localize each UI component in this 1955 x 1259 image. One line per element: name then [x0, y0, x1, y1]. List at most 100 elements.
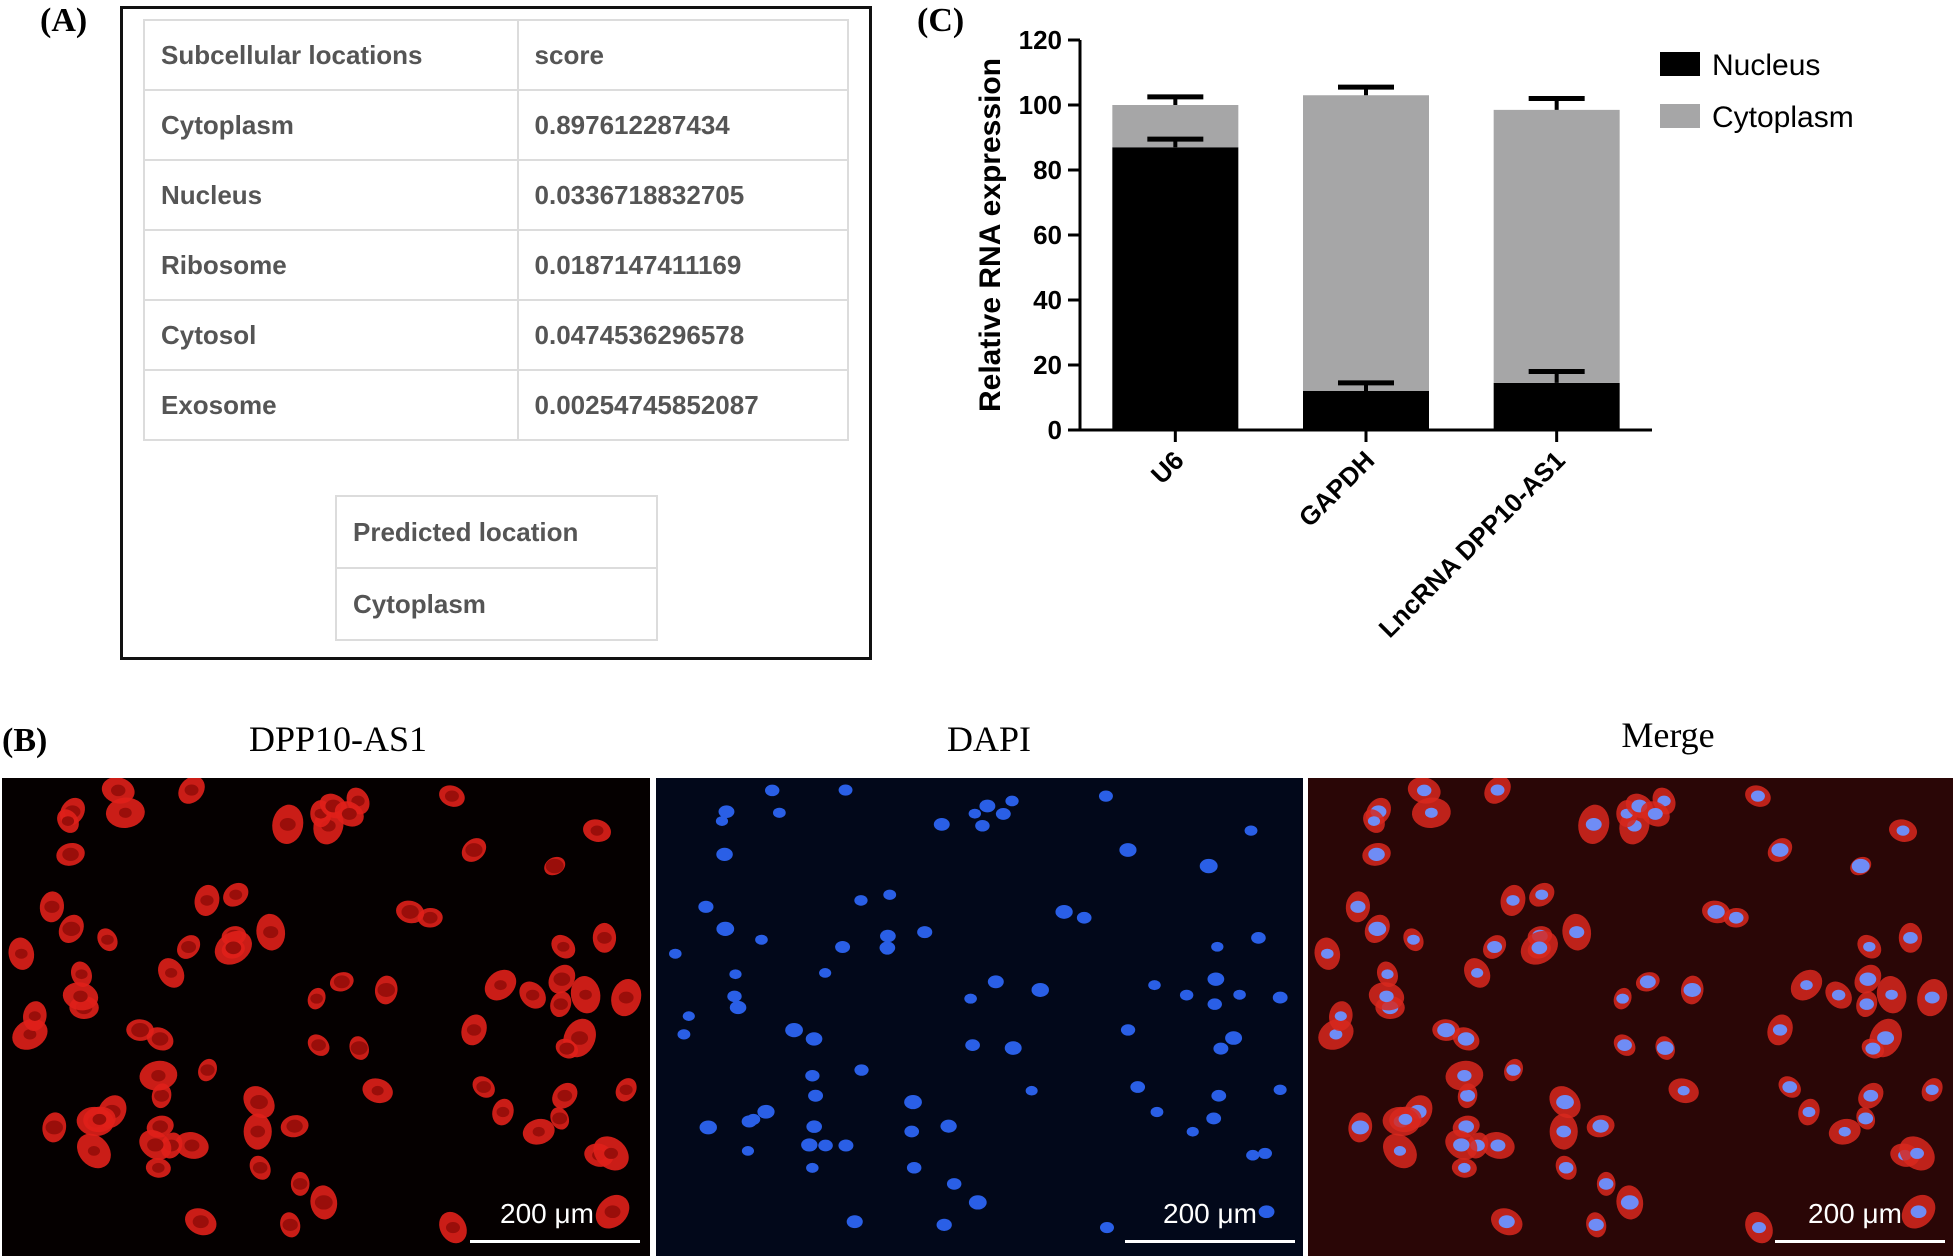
- chart-legend: Nucleus Cytoplasm: [1660, 49, 1854, 134]
- score-cell: 0.0187147411169: [516, 229, 850, 301]
- red-cell-nucleus: [147, 1138, 164, 1152]
- red-cell-nucleus: [466, 1024, 482, 1036]
- blue-nucleus: [1207, 998, 1222, 1010]
- red-cell-nucleus: [75, 969, 88, 980]
- merge-nucleus: [1506, 895, 1520, 906]
- y-tick-label: 20: [1033, 350, 1062, 380]
- blue-nucleus: [1186, 1126, 1199, 1137]
- blue-nucleus: [718, 805, 735, 819]
- blue-nucleus: [1246, 1149, 1260, 1161]
- merge-nucleus: [1379, 990, 1394, 1003]
- score-cell: 0.00254745852087: [516, 369, 850, 441]
- red-cell-nucleus: [192, 1215, 209, 1229]
- red-cell-nucleus: [604, 1147, 618, 1159]
- red-cell-nucleus: [590, 825, 604, 836]
- blue-nucleus: [698, 900, 714, 913]
- red-cell-nucleus: [557, 1089, 573, 1102]
- blue-nucleus: [1207, 972, 1225, 986]
- blue-nucleus: [1213, 1042, 1229, 1055]
- red-cell-nucleus: [496, 1106, 510, 1118]
- merge-nucleus: [1458, 1120, 1474, 1133]
- blue-nucleus: [987, 975, 1004, 989]
- merge-nucleus: [1453, 1138, 1470, 1152]
- merge-nucleus: [1457, 1070, 1472, 1082]
- table-row: Exosome 0.00254745852087: [143, 369, 850, 441]
- red-cell-nucleus: [377, 983, 395, 997]
- blue-nucleus: [801, 1138, 818, 1152]
- red-cell-nucleus: [250, 1125, 266, 1138]
- red-cell-nucleus: [225, 941, 242, 955]
- location-cell: Ribosome: [143, 229, 519, 301]
- blue-nucleus: [1099, 1221, 1114, 1234]
- chart-error-bars: [1147, 84, 1585, 391]
- merge-nucleus: [1782, 1081, 1798, 1093]
- red-cell-nucleus: [45, 1120, 63, 1135]
- blue-nucleus: [806, 1162, 819, 1173]
- blue-nucleus: [975, 819, 990, 832]
- score-table-body: Subcellular locations score Cytoplasm 0.…: [143, 19, 850, 441]
- scale-bar-2: [1125, 1240, 1295, 1243]
- scale-bar-1: [470, 1240, 640, 1243]
- blue-nucleus: [806, 1120, 822, 1133]
- blue-nucleus: [1244, 825, 1258, 836]
- prediction-value: Cytoplasm: [335, 567, 658, 641]
- blue-nucleus: [1206, 1112, 1222, 1125]
- merge-nucleus: [1368, 847, 1385, 861]
- legend-label-nucleus: Nucleus: [1712, 49, 1820, 82]
- blue-nucleus: [785, 1022, 803, 1038]
- red-cell-nucleus: [151, 1032, 169, 1046]
- red-cell-nucleus: [154, 1089, 170, 1102]
- red-cell-nucleus: [62, 921, 81, 936]
- panel-a-label: (A): [40, 2, 88, 39]
- merge-nucleus: [1925, 1084, 1939, 1095]
- red-cell-nucleus: [152, 1162, 165, 1173]
- red-cell-nucleus: [263, 926, 279, 939]
- merge-nucleus: [1896, 825, 1910, 836]
- red-cell-nucleus: [465, 843, 483, 857]
- merge-nucleus: [1558, 1161, 1574, 1174]
- merge-fluorescence-image: [1308, 778, 1953, 1256]
- red-cell-nucleus: [604, 1205, 621, 1219]
- red-cell-nucleus: [525, 989, 540, 1001]
- merge-nucleus: [1903, 931, 1918, 944]
- merge-nucleus: [1800, 980, 1813, 991]
- red-cell-nucleus: [494, 980, 507, 991]
- red-cell-nucleus: [282, 1218, 298, 1231]
- blue-nucleus: [699, 1120, 717, 1135]
- merge-nucleus: [1490, 1139, 1506, 1152]
- red-cell-nucleus: [314, 1195, 333, 1210]
- score-cell: 0.0336718832705: [516, 159, 850, 231]
- blue-nucleus: [846, 1215, 863, 1229]
- red-cell-nucleus: [229, 889, 243, 900]
- blue-nucleus: [1004, 1041, 1022, 1055]
- merge-nucleus: [1771, 843, 1789, 857]
- merge-nucleus: [1750, 790, 1765, 802]
- x-tick-label: U6: [1145, 445, 1190, 490]
- blue-nucleus: [1258, 1147, 1272, 1159]
- blue-nucleus: [819, 968, 832, 978]
- merge-nucleus: [1647, 807, 1663, 820]
- merge-nucleus: [1398, 1113, 1413, 1125]
- blue-nucleus: [715, 816, 729, 826]
- red-cell-nucleus: [23, 1029, 37, 1040]
- merge-nucleus: [1910, 1205, 1927, 1219]
- red-cell-nucleus: [445, 1221, 460, 1234]
- red-cell-nucleus: [87, 1146, 101, 1156]
- merge-nucleus: [1393, 1146, 1407, 1156]
- merge-nucleus: [1458, 1162, 1471, 1173]
- blue-nucleus: [1211, 1089, 1227, 1102]
- blue-nucleus: [940, 1119, 957, 1133]
- merge-nucleus: [1367, 816, 1381, 826]
- red-cell-nucleus: [341, 807, 357, 820]
- merge-nucleus: [1460, 1089, 1476, 1102]
- scale-label-2: 200 μm: [1163, 1198, 1257, 1229]
- merge-nucleus: [1598, 1178, 1614, 1190]
- blue-nucleus: [1199, 858, 1218, 874]
- red-cell-nucleus: [579, 989, 592, 1000]
- chart-bars: [1112, 95, 1620, 430]
- red-cell-nucleus: [444, 790, 459, 802]
- merge-nucleus: [1321, 948, 1334, 959]
- blue-nucleus: [716, 847, 733, 861]
- blue-nucleus: [1272, 991, 1288, 1004]
